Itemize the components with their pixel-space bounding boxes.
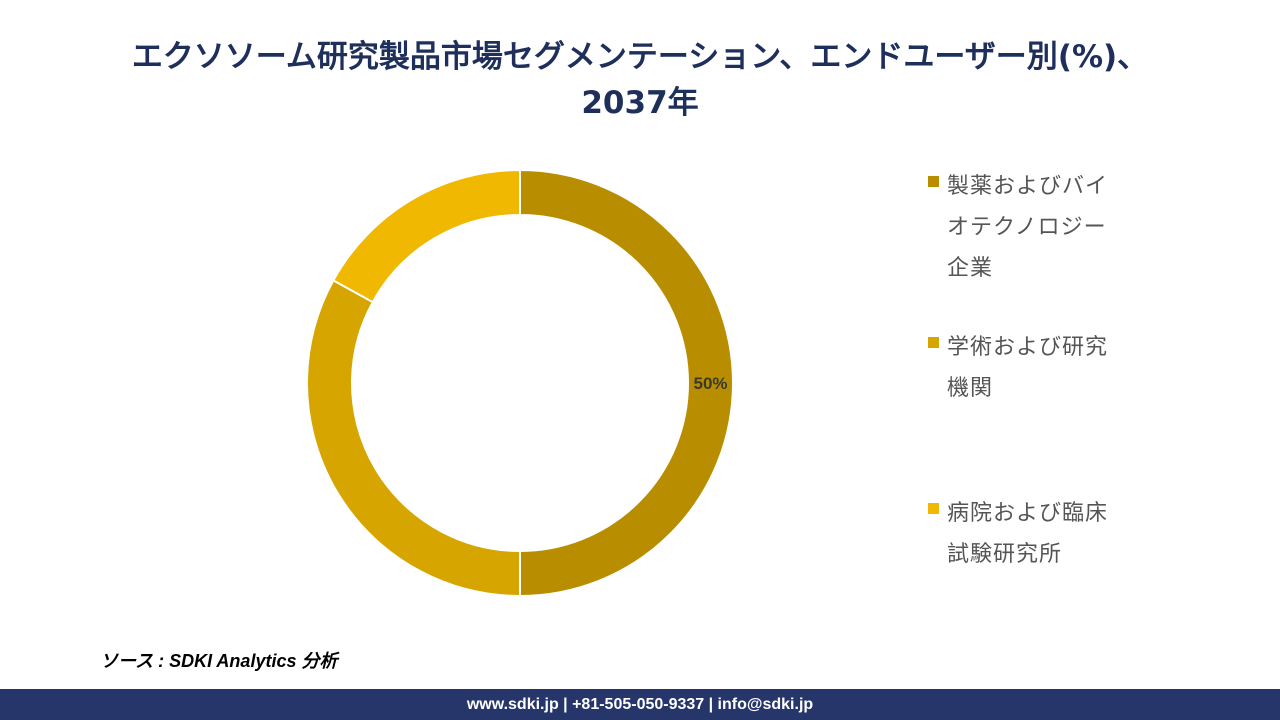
chart-title: エクソソーム研究製品市場セグメンテーション、エンドユーザー別(%)、 2037年 <box>0 34 1280 126</box>
legend-item: 病院および臨床試験研究所 <box>928 493 1122 575</box>
legend-label: 学術および研究機関 <box>947 335 1109 401</box>
donut-slice <box>331 168 521 304</box>
legend-swatch <box>928 337 939 348</box>
donut-slice <box>519 168 734 598</box>
legend-label: 製薬およびバイオテクノロジー企業 <box>947 174 1109 281</box>
source-note: ソース : SDKI Analytics 分析 <box>100 651 338 671</box>
footer-contact: www.sdki.jp | +81-505-050-9337 | info@sd… <box>0 689 1280 720</box>
legend-item: 学術および研究機関 <box>928 327 1122 409</box>
donut-slice <box>306 279 521 598</box>
legend-label: 病院および臨床試験研究所 <box>947 501 1109 567</box>
legend-swatch <box>928 503 939 514</box>
data-label: 50% <box>693 374 727 393</box>
title-line-2: 2037年 <box>581 85 699 121</box>
legend-item: 製薬およびバイオテクノロジー企業 <box>928 166 1122 289</box>
title-line-1: エクソソーム研究製品市場セグメンテーション、エンドユーザー別(%)、 <box>131 39 1149 75</box>
legend-swatch <box>928 176 939 187</box>
